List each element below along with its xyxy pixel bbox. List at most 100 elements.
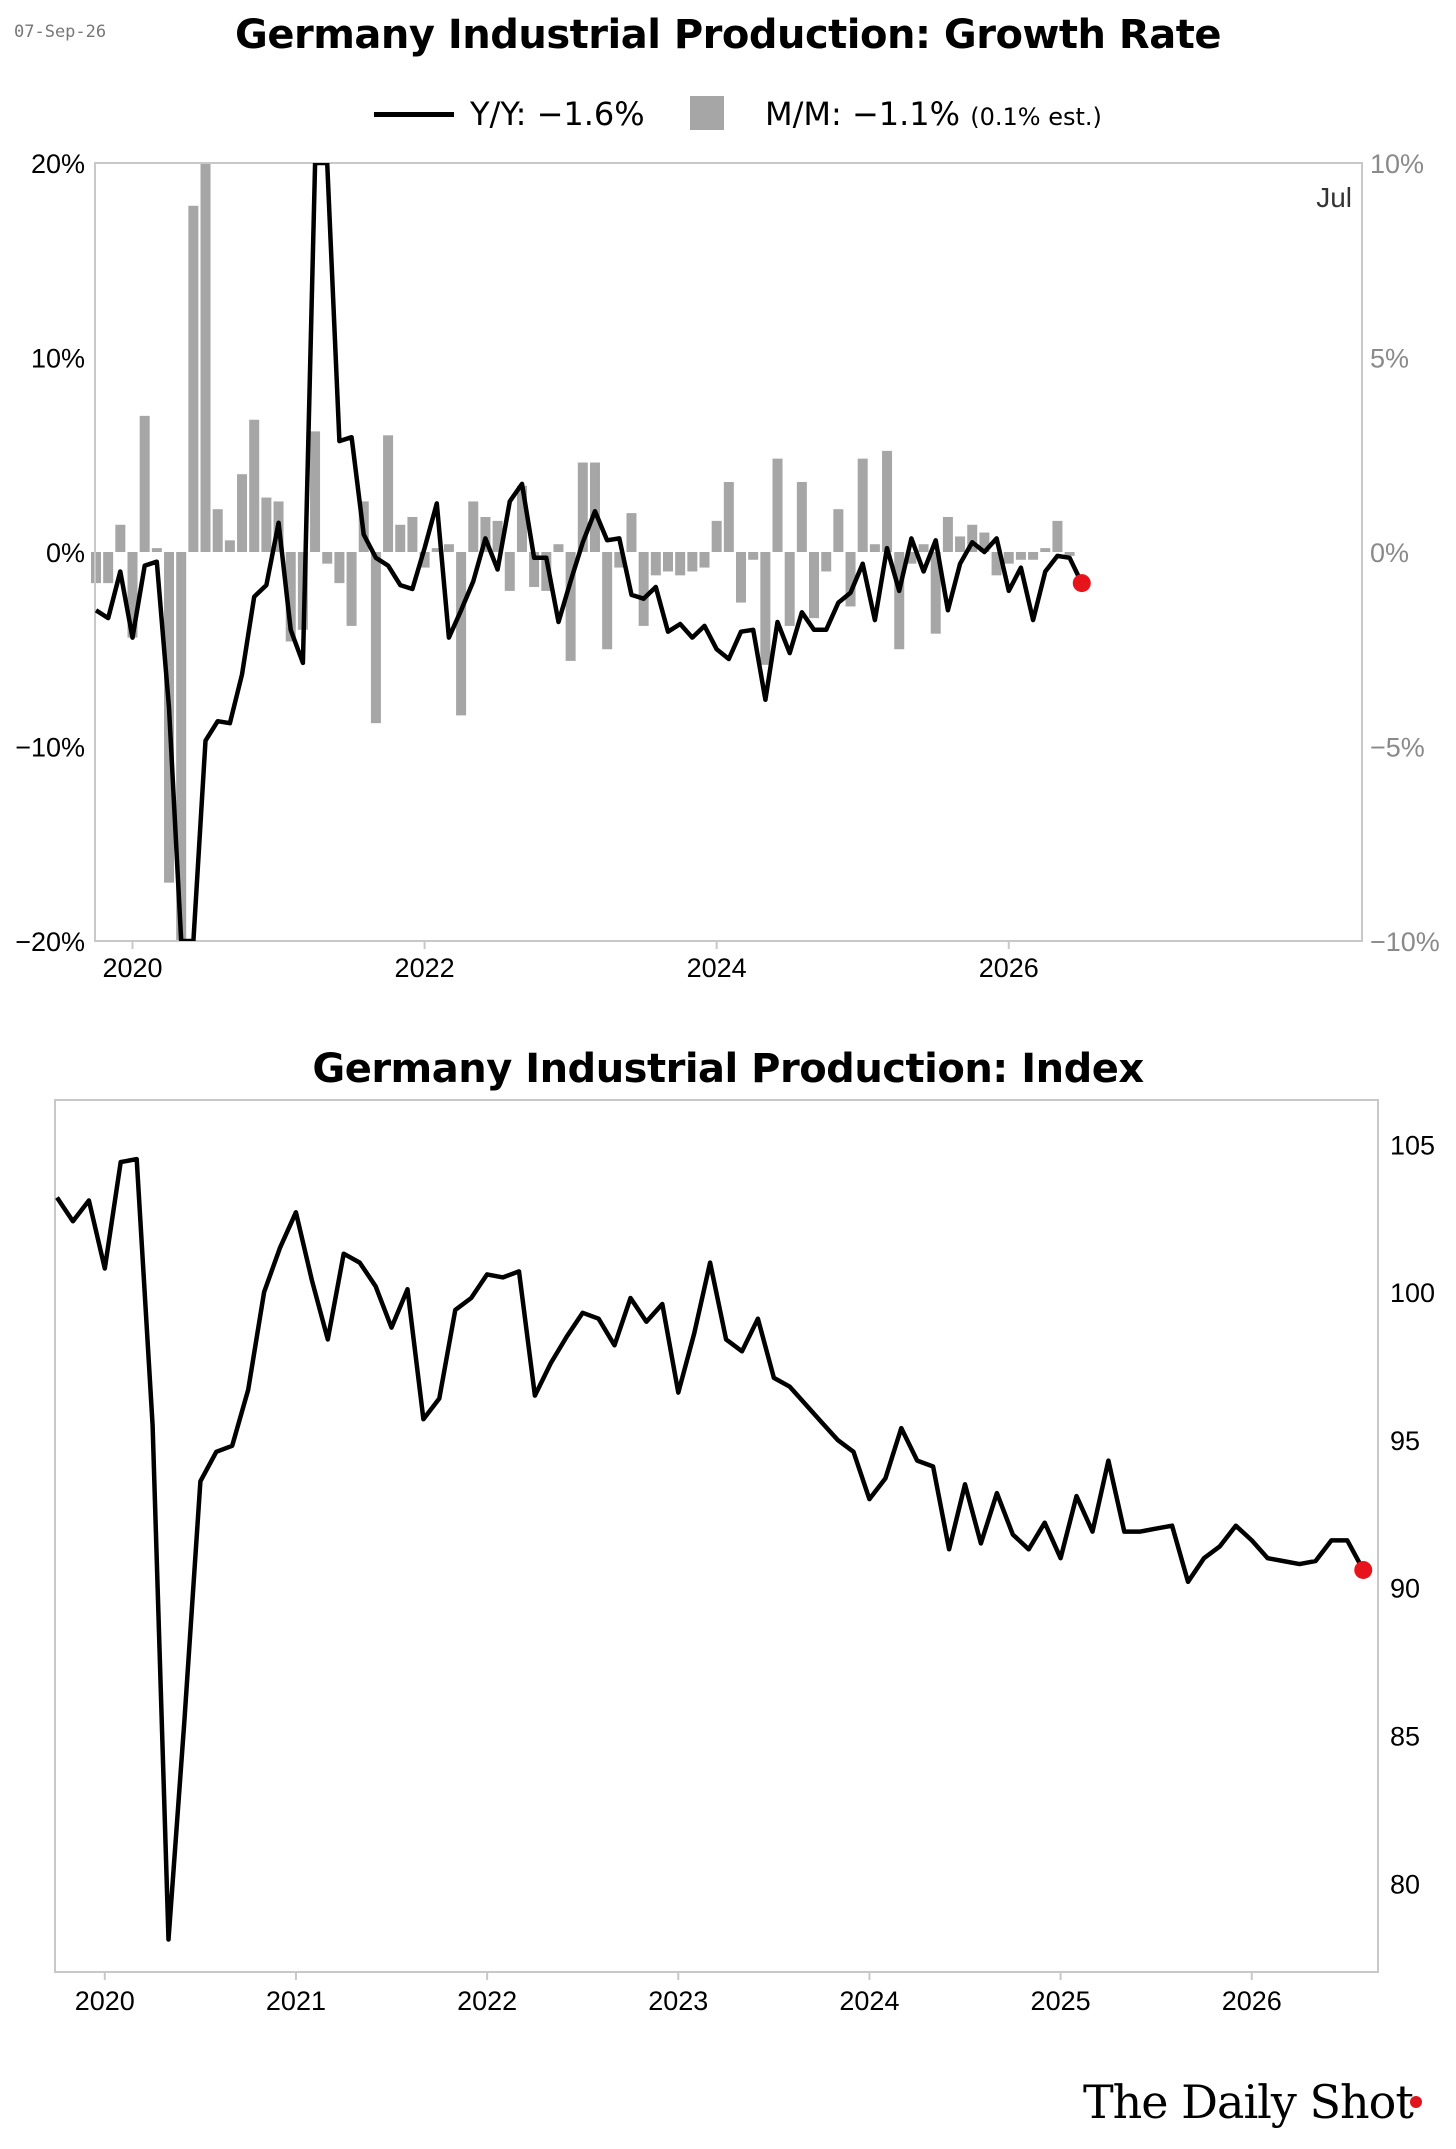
mom-bar: [322, 552, 333, 564]
index-latest-marker: [1354, 1560, 1373, 1579]
mom-legend-label: M/M: −1.1%: [765, 95, 961, 133]
mom-bar: [1064, 552, 1075, 556]
growth-chart-axes: 20% 10% 0% −10% −20% 10% 5% 0% −5% −10% 2020 2022 20…: [15, 149, 1440, 983]
mom-bar: [687, 552, 698, 572]
mom-bar: [650, 552, 661, 576]
mom-bar: [103, 552, 114, 584]
mom-legend-label-wrap: M/M: −1.1% (0.1% est.): [765, 90, 1102, 138]
x-tick-label: 2021: [266, 1986, 326, 2016]
month-annotation: Jul: [1316, 182, 1352, 213]
mom-bar: [115, 524, 126, 552]
mom-bar: [139, 415, 150, 552]
mom-bar: [200, 163, 211, 552]
mom-bar: [869, 544, 880, 552]
mom-bar: [809, 552, 820, 619]
index-chart-title: Germany Industrial Production: Index: [312, 1046, 1144, 1092]
mom-bar: [894, 552, 905, 650]
x-tick-label: 2022: [457, 1986, 517, 2016]
growth-chart-legend: Y/Y: −1.6% M/M: −1.1% (0.1% est.): [0, 90, 1456, 138]
mom-bar: [748, 552, 759, 560]
mom-bar: [529, 552, 540, 588]
mom-bar: [626, 513, 637, 552]
y-right-tick-label: 0%: [1370, 538, 1409, 568]
x-tick-label: 2024: [839, 1986, 899, 2016]
x-tick-label: 2022: [395, 953, 455, 983]
index-plot-border: [54, 1099, 1379, 1973]
yoy-latest-marker: [1072, 574, 1091, 593]
mom-bar: [882, 450, 893, 552]
y-right-tick-label: −10%: [1370, 927, 1440, 957]
x-tick-label: 2020: [75, 1986, 135, 2016]
y-tick-label: 80: [1390, 1869, 1420, 1899]
x-tick-label: 2026: [1222, 1986, 1282, 2016]
y-left-tick-label: 10%: [31, 344, 85, 374]
mom-bar: [504, 552, 515, 591]
index-line-layer: [55, 1156, 1373, 1942]
mom-bar: [845, 552, 856, 607]
mom-bar: [821, 552, 832, 572]
mom-bar: [577, 462, 588, 552]
yoy-legend-swatch: [374, 112, 454, 117]
mom-bar: [431, 548, 442, 552]
mom-bar: [784, 552, 795, 626]
mom-bar: [857, 458, 868, 552]
mom-bar: [224, 540, 235, 552]
mom-bar: [419, 552, 430, 568]
x-tick-label: 2026: [979, 953, 1039, 983]
mom-bar: [553, 544, 564, 552]
mom-bar: [443, 544, 454, 552]
y-left-tick-label: 20%: [31, 149, 85, 179]
mom-bar: [285, 552, 296, 642]
growth-chart-frame: [94, 162, 1363, 942]
mom-bar: [699, 552, 710, 568]
mom-bar: [614, 552, 625, 568]
mom-bar: [638, 552, 649, 626]
index-chart: 105 100 95 90 85 80 2020 2021 2022 2023 2024 2025 20…: [54, 1099, 1435, 2016]
mom-bar: [261, 497, 272, 552]
mom-bar: [796, 481, 807, 552]
y-tick-label: 100: [1390, 1278, 1435, 1308]
mom-bar: [395, 524, 406, 552]
y-tick-label: 90: [1390, 1574, 1420, 1604]
y-right-tick-label: −5%: [1370, 733, 1425, 763]
mom-bar: [675, 552, 686, 576]
mom-bar: [967, 524, 978, 552]
mom-bar: [991, 552, 1002, 576]
mom-bar: [979, 532, 990, 552]
mom-bar: [249, 419, 260, 552]
mom-bar: [736, 552, 747, 603]
mom-bar: [468, 501, 479, 552]
y-right-tick-label: 10%: [1370, 149, 1424, 179]
mom-bar: [237, 474, 248, 552]
y-right-tick-label: 5%: [1370, 344, 1409, 374]
mom-bar: [407, 516, 418, 552]
mom-bar: [955, 536, 966, 552]
mom-bar: [127, 552, 138, 638]
mom-bar: [833, 509, 844, 552]
mom-bar: [772, 458, 783, 552]
mom-bar: [589, 462, 600, 552]
mom-bar: [918, 544, 929, 552]
mom-bar: [723, 481, 734, 552]
y-left-tick-label: −10%: [15, 733, 85, 763]
mom-bar: [906, 552, 917, 564]
mom-bar: [456, 552, 467, 716]
mom-bar: [711, 520, 722, 552]
mom-bar: [541, 552, 552, 591]
mom-bar: [516, 485, 527, 552]
growth-chart-title: Germany Industrial Production: Growth Ra…: [235, 12, 1221, 58]
y-tick-label: 95: [1390, 1426, 1420, 1456]
mom-bar: [1040, 548, 1051, 552]
mom-bar: [480, 516, 491, 552]
index-line: [55, 1156, 1366, 1942]
mom-bar: [1003, 552, 1014, 564]
mom-bar: [1015, 552, 1026, 560]
yoy-line-layer: [95, 163, 1091, 941]
mom-bar: [1028, 552, 1039, 560]
mom-bar: [346, 552, 357, 626]
mom-legend-swatch: [690, 96, 724, 130]
mom-legend-note: (0.1% est.): [970, 103, 1102, 131]
x-tick-label: 2024: [687, 953, 747, 983]
x-tick-label: 2025: [1031, 1986, 1091, 2016]
y-tick-label: 85: [1390, 1722, 1420, 1752]
